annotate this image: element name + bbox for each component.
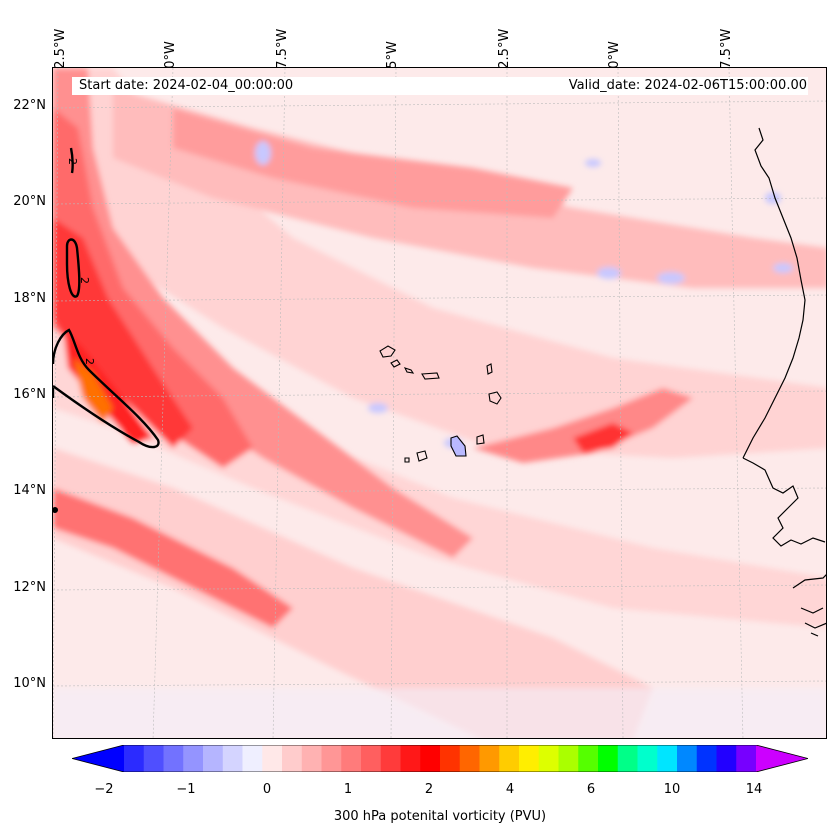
colorbar-segment xyxy=(657,745,678,772)
colorbar-tick: 4 xyxy=(505,782,515,797)
colorbar-segment xyxy=(282,745,303,772)
colorbar-segment xyxy=(420,745,441,772)
colorbar-segment xyxy=(736,745,757,772)
contour-label: 2 xyxy=(66,158,79,165)
colorbar-segment xyxy=(578,745,599,772)
colorbar-segment xyxy=(400,745,421,772)
valid-date: Valid_date: 2024-02-06T15:00:00.00 xyxy=(568,78,807,93)
colorbar-segment xyxy=(558,745,579,772)
colorbar-segment xyxy=(637,745,658,772)
lat-label-10n: 10°N xyxy=(13,676,46,691)
colorbar-tick: −1 xyxy=(176,782,196,797)
colorbar-segment xyxy=(301,745,323,772)
colorbar-segment xyxy=(677,745,698,772)
colorbar-segment xyxy=(361,745,382,772)
colorbar-segment xyxy=(203,745,224,772)
contour-label: 2 xyxy=(78,277,91,284)
colorbar-extend-max xyxy=(756,745,808,772)
colorbar-segment xyxy=(617,745,639,772)
colorbar-segment xyxy=(321,745,342,772)
colorbar-segment xyxy=(499,745,520,772)
colorbar-segment xyxy=(341,745,362,772)
colorbar-label: 300 hPa potenital vorticity (PVU) xyxy=(333,809,547,824)
colorbar xyxy=(72,745,808,772)
colorbar-tick: −2 xyxy=(94,782,114,797)
colorbar-segment xyxy=(222,745,244,772)
lat-label-14n: 14°N xyxy=(13,483,46,498)
colorbar-tick: 1 xyxy=(343,782,353,797)
start-date: Start date: 2024-02-04_00:00:00 xyxy=(79,78,294,93)
colorbar-segment xyxy=(380,745,402,772)
colorbar-segment xyxy=(124,745,145,772)
colorbar-tick: 2 xyxy=(424,782,434,797)
pv-map: 2 2 2 xyxy=(52,67,827,739)
info-strip xyxy=(72,77,808,95)
lat-label-16n: 16°N xyxy=(13,387,46,402)
colorbar-segment xyxy=(242,745,263,772)
lat-label-22n: 22°N xyxy=(13,98,46,113)
colorbar-tick: 0 xyxy=(262,782,272,797)
colorbar-segment xyxy=(440,745,461,772)
colorbar-tick: 6 xyxy=(586,782,596,797)
contour-label: 2 xyxy=(83,358,96,365)
colorbar-extend-min xyxy=(72,745,124,772)
colorbar-segment xyxy=(716,745,737,772)
colorbar-segment xyxy=(459,745,481,772)
colorbar-segment xyxy=(519,745,540,772)
lat-label-18n: 18°N xyxy=(13,291,46,306)
colorbar-segment xyxy=(262,745,283,772)
colorbar-segment xyxy=(143,745,165,772)
colorbar-segment xyxy=(163,745,184,772)
colorbar-segment xyxy=(598,745,619,772)
colorbar-segment xyxy=(538,745,560,772)
lat-label-20n: 20°N xyxy=(13,194,46,209)
colorbar-segment xyxy=(183,745,204,772)
lat-label-12n: 12°N xyxy=(13,580,46,595)
colorbar-tick: 14 xyxy=(745,782,763,797)
colorbar-tick: 10 xyxy=(663,782,681,797)
colorbar-segment xyxy=(696,745,718,772)
pv-field: 2 2 2 xyxy=(53,68,826,738)
colorbar-segment xyxy=(479,745,500,772)
